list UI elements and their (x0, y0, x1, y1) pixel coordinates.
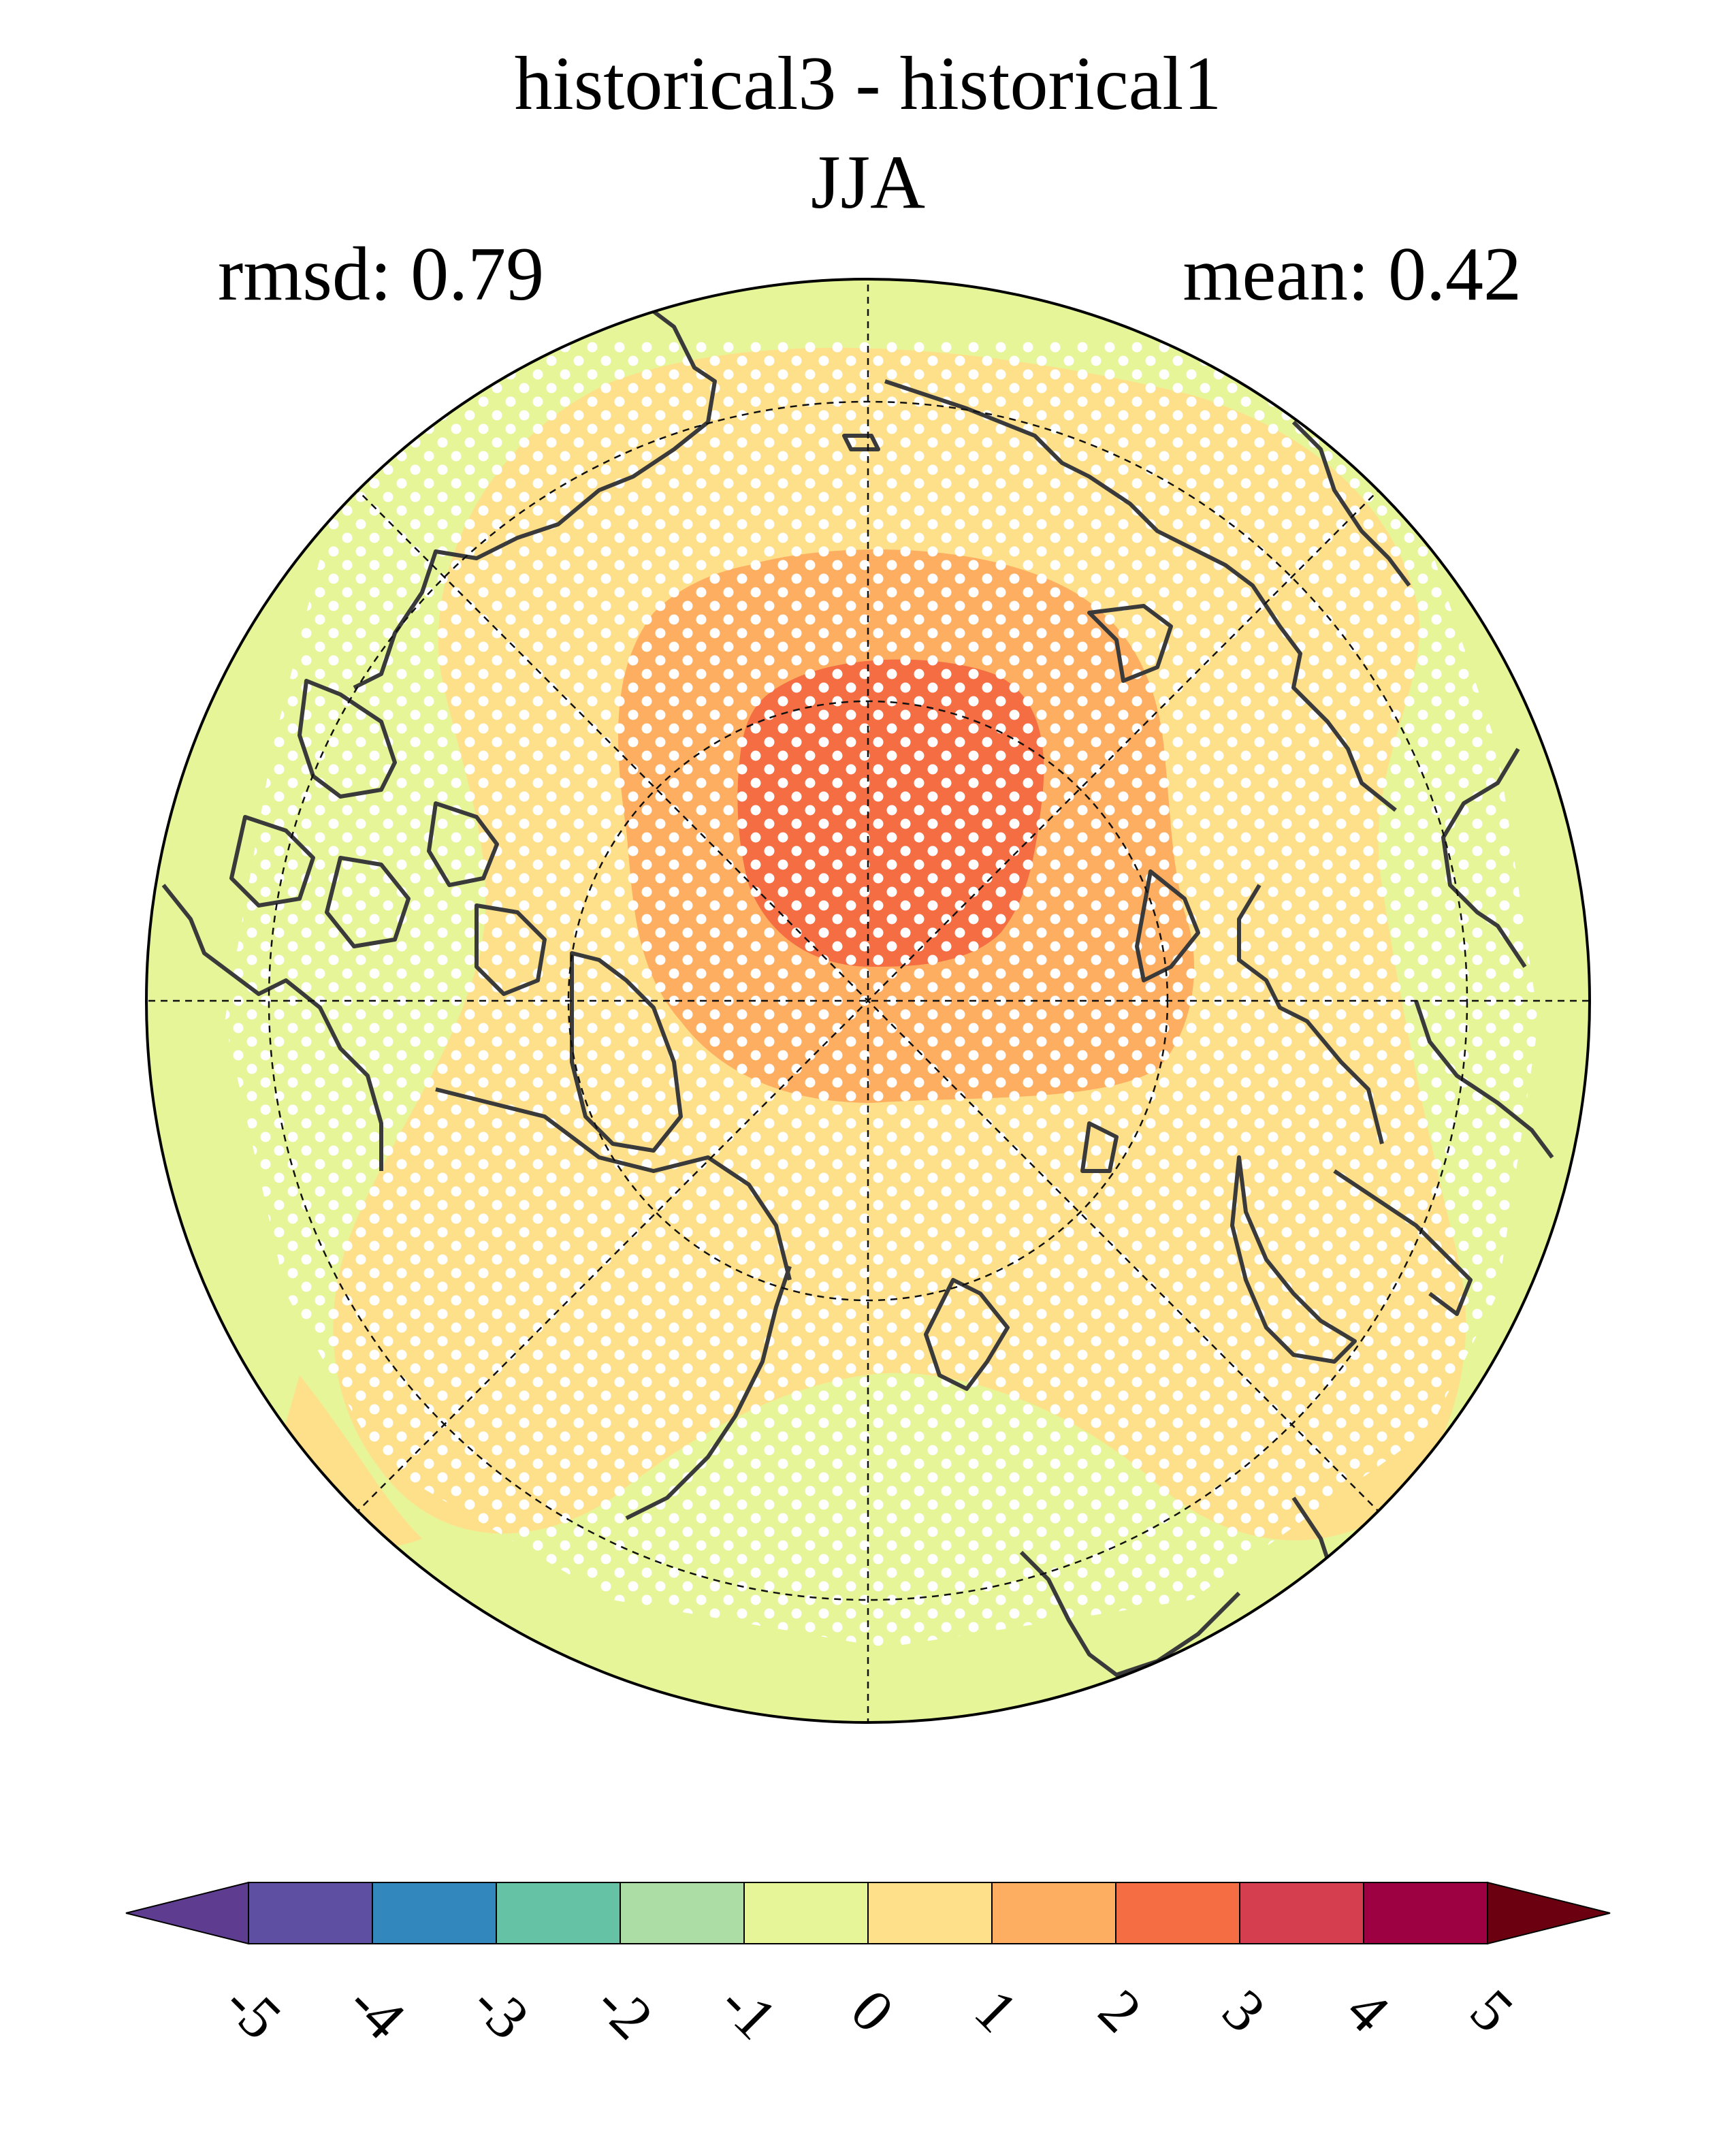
colorbar-tick-label: -5 (212, 1970, 293, 2052)
colorbar-segment (248, 1882, 373, 1944)
colorbar-segment (743, 1882, 869, 1944)
colorbar-segment (496, 1882, 621, 1944)
colorbar-tick-label: 2 (1086, 1977, 1154, 2045)
polar-map (146, 279, 1590, 1722)
mean-label: mean: 0.42 (1183, 232, 1522, 317)
colorbar-tick-label: 3 (1210, 1977, 1278, 2045)
colorbar-extend-under (125, 1881, 249, 1945)
colorbar-tick-label: 4 (1334, 1977, 1402, 2045)
colorbar-tick-label: -1 (707, 1970, 789, 2052)
colorbar-segment (991, 1882, 1116, 1944)
title-line1: historical3 - historical1 (515, 42, 1222, 126)
colorbar (125, 1881, 1611, 1945)
colorbar-extend-over (1487, 1881, 1611, 1945)
graticule (146, 279, 1590, 1722)
colorbar-segment (1239, 1882, 1364, 1944)
colorbar-segment (620, 1882, 745, 1944)
colorbar-ticks: -5 -4 -3 -2 -1 0 1 2 3 4 5 (212, 1970, 1526, 2052)
coastlines (161, 304, 1554, 1677)
title-line2: JJA (811, 140, 925, 225)
colorbar-segment (867, 1882, 993, 1944)
stippling (225, 340, 1539, 1648)
colorbar-segment (1115, 1882, 1240, 1944)
colorbar-tick-label: -4 (336, 1970, 417, 2052)
rmsd-label: rmsd: 0.79 (218, 232, 544, 317)
colorbar-segment (372, 1882, 497, 1944)
colorbar-tick-label: 5 (1458, 1977, 1526, 2045)
colorbar-tick-label: -2 (583, 1970, 665, 2052)
colorbar-tick-label: -3 (460, 1970, 541, 2052)
colorbar-tick-label: 0 (838, 1977, 906, 2045)
map-border (145, 278, 1591, 1724)
colorbar-tick-label: 1 (962, 1977, 1030, 2045)
colorbar-segment (1363, 1882, 1488, 1944)
